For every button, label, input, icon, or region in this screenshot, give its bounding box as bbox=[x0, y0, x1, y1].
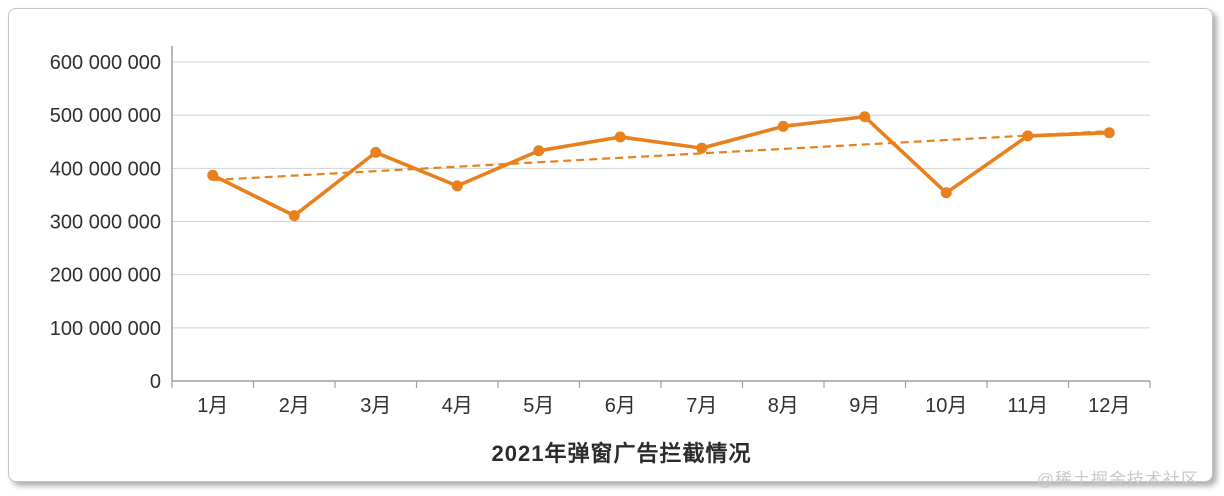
data-point[interactable] bbox=[533, 145, 545, 157]
watermark: @稀土掘金技术社区 bbox=[1036, 470, 1199, 489]
chart-card: 0 100 000 000 200 000 000 300 000 000 400 00… bbox=[8, 8, 1213, 489]
data-point[interactable] bbox=[288, 210, 300, 222]
data-point[interactable] bbox=[370, 146, 382, 158]
y-axis-label: 600 000 000 bbox=[50, 52, 161, 74]
x-axis-label: 9月 bbox=[849, 395, 880, 417]
y-axis-label: 500 000 000 bbox=[50, 105, 161, 127]
data-point[interactable] bbox=[1022, 130, 1034, 142]
x-axis-label: 2月 bbox=[279, 395, 310, 417]
x-axis-label: 10月 bbox=[925, 395, 967, 417]
x-axis-label: 12月 bbox=[1088, 395, 1130, 417]
data-point[interactable] bbox=[451, 180, 463, 192]
x-axis-label: 7月 bbox=[686, 395, 717, 417]
y-axis-label: 200 000 000 bbox=[50, 265, 161, 287]
data-point[interactable] bbox=[859, 111, 871, 123]
y-axis-label: 400 000 000 bbox=[50, 158, 161, 180]
data-point[interactable] bbox=[1103, 127, 1115, 139]
x-axis-label: 4月 bbox=[442, 395, 473, 417]
data-point[interactable] bbox=[614, 131, 626, 143]
data-point[interactable] bbox=[940, 187, 952, 199]
x-axis-label: 6月 bbox=[605, 395, 636, 417]
data-point[interactable] bbox=[696, 142, 708, 154]
data-point[interactable] bbox=[777, 120, 789, 132]
x-axis-label: 3月 bbox=[360, 395, 391, 417]
x-axis-label: 1月 bbox=[197, 395, 228, 417]
x-axis-label: 8月 bbox=[768, 395, 799, 417]
trendline bbox=[212, 130, 1110, 182]
y-axis-label: 100 000 000 bbox=[50, 318, 161, 340]
x-axis-label: 5月 bbox=[523, 395, 554, 417]
y-axis-label: 0 bbox=[150, 371, 161, 393]
chart-title: 2021年弹窗广告拦截情况 bbox=[491, 441, 752, 466]
x-axis-label: 11月 bbox=[1007, 395, 1048, 417]
series-line bbox=[210, 114, 1112, 218]
y-axis-label: 300 000 000 bbox=[50, 212, 161, 234]
data-point[interactable] bbox=[207, 169, 219, 181]
